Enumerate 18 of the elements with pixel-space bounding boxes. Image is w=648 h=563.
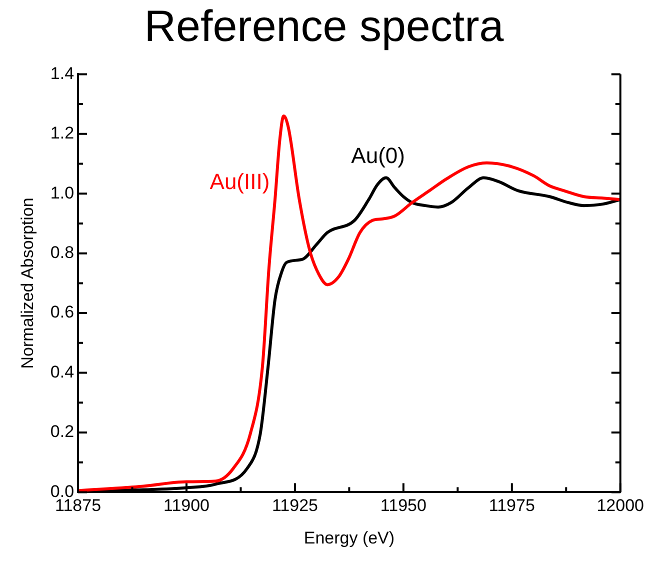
y-tick-label: 1.0 (50, 183, 74, 202)
y-tick-label: 1.2 (50, 124, 74, 143)
x-tick-label: 11975 (488, 496, 535, 516)
x-tick-label: 12000 (596, 496, 644, 516)
y-tick-label: 0.2 (50, 422, 74, 442)
x-tick-label: 11875 (55, 496, 102, 516)
x-axis-title: Energy (eV) (304, 528, 395, 548)
x-tick-label: 11925 (272, 496, 318, 516)
y-tick-label: 0.6 (50, 302, 74, 322)
y-axis-title: Normalized Absorption (18, 198, 37, 369)
y-tick-label: 1.4 (50, 64, 74, 83)
y-tick-label: 0.8 (50, 243, 74, 262)
chart-title: Reference spectra (143, 2, 505, 52)
x-tick-label: 11900 (163, 496, 210, 516)
series-label: Au(0) (351, 142, 405, 168)
x-tick-label: 11950 (380, 496, 426, 516)
y-tick-label: 0.4 (50, 362, 74, 382)
series-label: Au(III) (210, 169, 270, 194)
